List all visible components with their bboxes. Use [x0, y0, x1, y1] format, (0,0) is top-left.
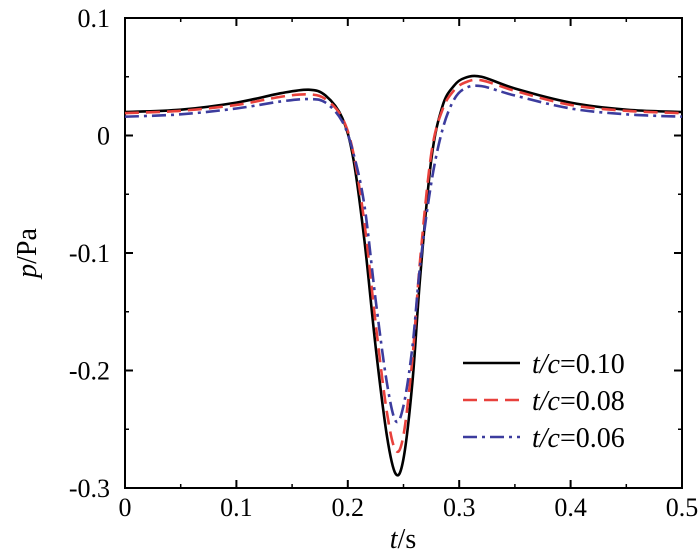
x-axis-title: t/s — [390, 524, 416, 552]
legend-label-var: t/c — [532, 386, 561, 417]
series-line-3 — [124, 84, 683, 424]
y-axis-var: p — [12, 264, 43, 280]
series-line-1 — [124, 74, 683, 477]
series-lines — [124, 74, 683, 477]
legend-label-value: =0.08 — [560, 386, 625, 417]
x-tick-label: 0.5 — [666, 493, 699, 522]
x-tick-label: 0 — [119, 493, 132, 522]
x-tick-label: 0.1 — [220, 493, 253, 522]
legend-label-3: t/c=0.06 — [532, 423, 625, 454]
legend-label-2: t/c=0.08 — [532, 386, 625, 417]
x-axis-var: t — [390, 524, 399, 552]
x-tick-label: 0.4 — [554, 493, 587, 522]
y-axis-title: p/Pa — [12, 228, 43, 280]
legend-label-var: t/c — [532, 349, 561, 380]
y-tick-labels: 0.1 0 -0.1 -0.2 -0.3 — [69, 4, 110, 503]
x-tick-labels: 0 0.1 0.2 0.3 0.4 0.5 — [119, 493, 699, 522]
axis-ticks — [124, 17, 683, 489]
legend: t/c=0.10t/c=0.08t/c=0.06 — [463, 349, 625, 454]
plot-area: 0 0.1 0.2 0.3 0.4 0.5 0.1 0 -0.1 -0.2 -0.3 — [69, 4, 698, 522]
y-tick-label: 0.1 — [78, 4, 111, 33]
y-tick-label: -0.2 — [69, 357, 110, 386]
y-tick-label: 0 — [97, 122, 110, 151]
y-tick-label: -0.3 — [69, 474, 110, 503]
y-axis-unit: /Pa — [12, 228, 43, 264]
legend-label-value: =0.10 — [560, 349, 625, 380]
y-tick-label: -0.1 — [69, 239, 110, 268]
plot-frame — [124, 17, 683, 489]
legend-label-value: =0.06 — [560, 423, 625, 454]
legend-label-var: t/c — [532, 423, 561, 454]
x-tick-label: 0.3 — [443, 493, 476, 522]
x-tick-label: 0.2 — [332, 493, 365, 522]
x-axis-unit: /s — [398, 524, 417, 552]
series-line-2 — [124, 78, 683, 454]
legend-label-1: t/c=0.10 — [532, 349, 625, 380]
